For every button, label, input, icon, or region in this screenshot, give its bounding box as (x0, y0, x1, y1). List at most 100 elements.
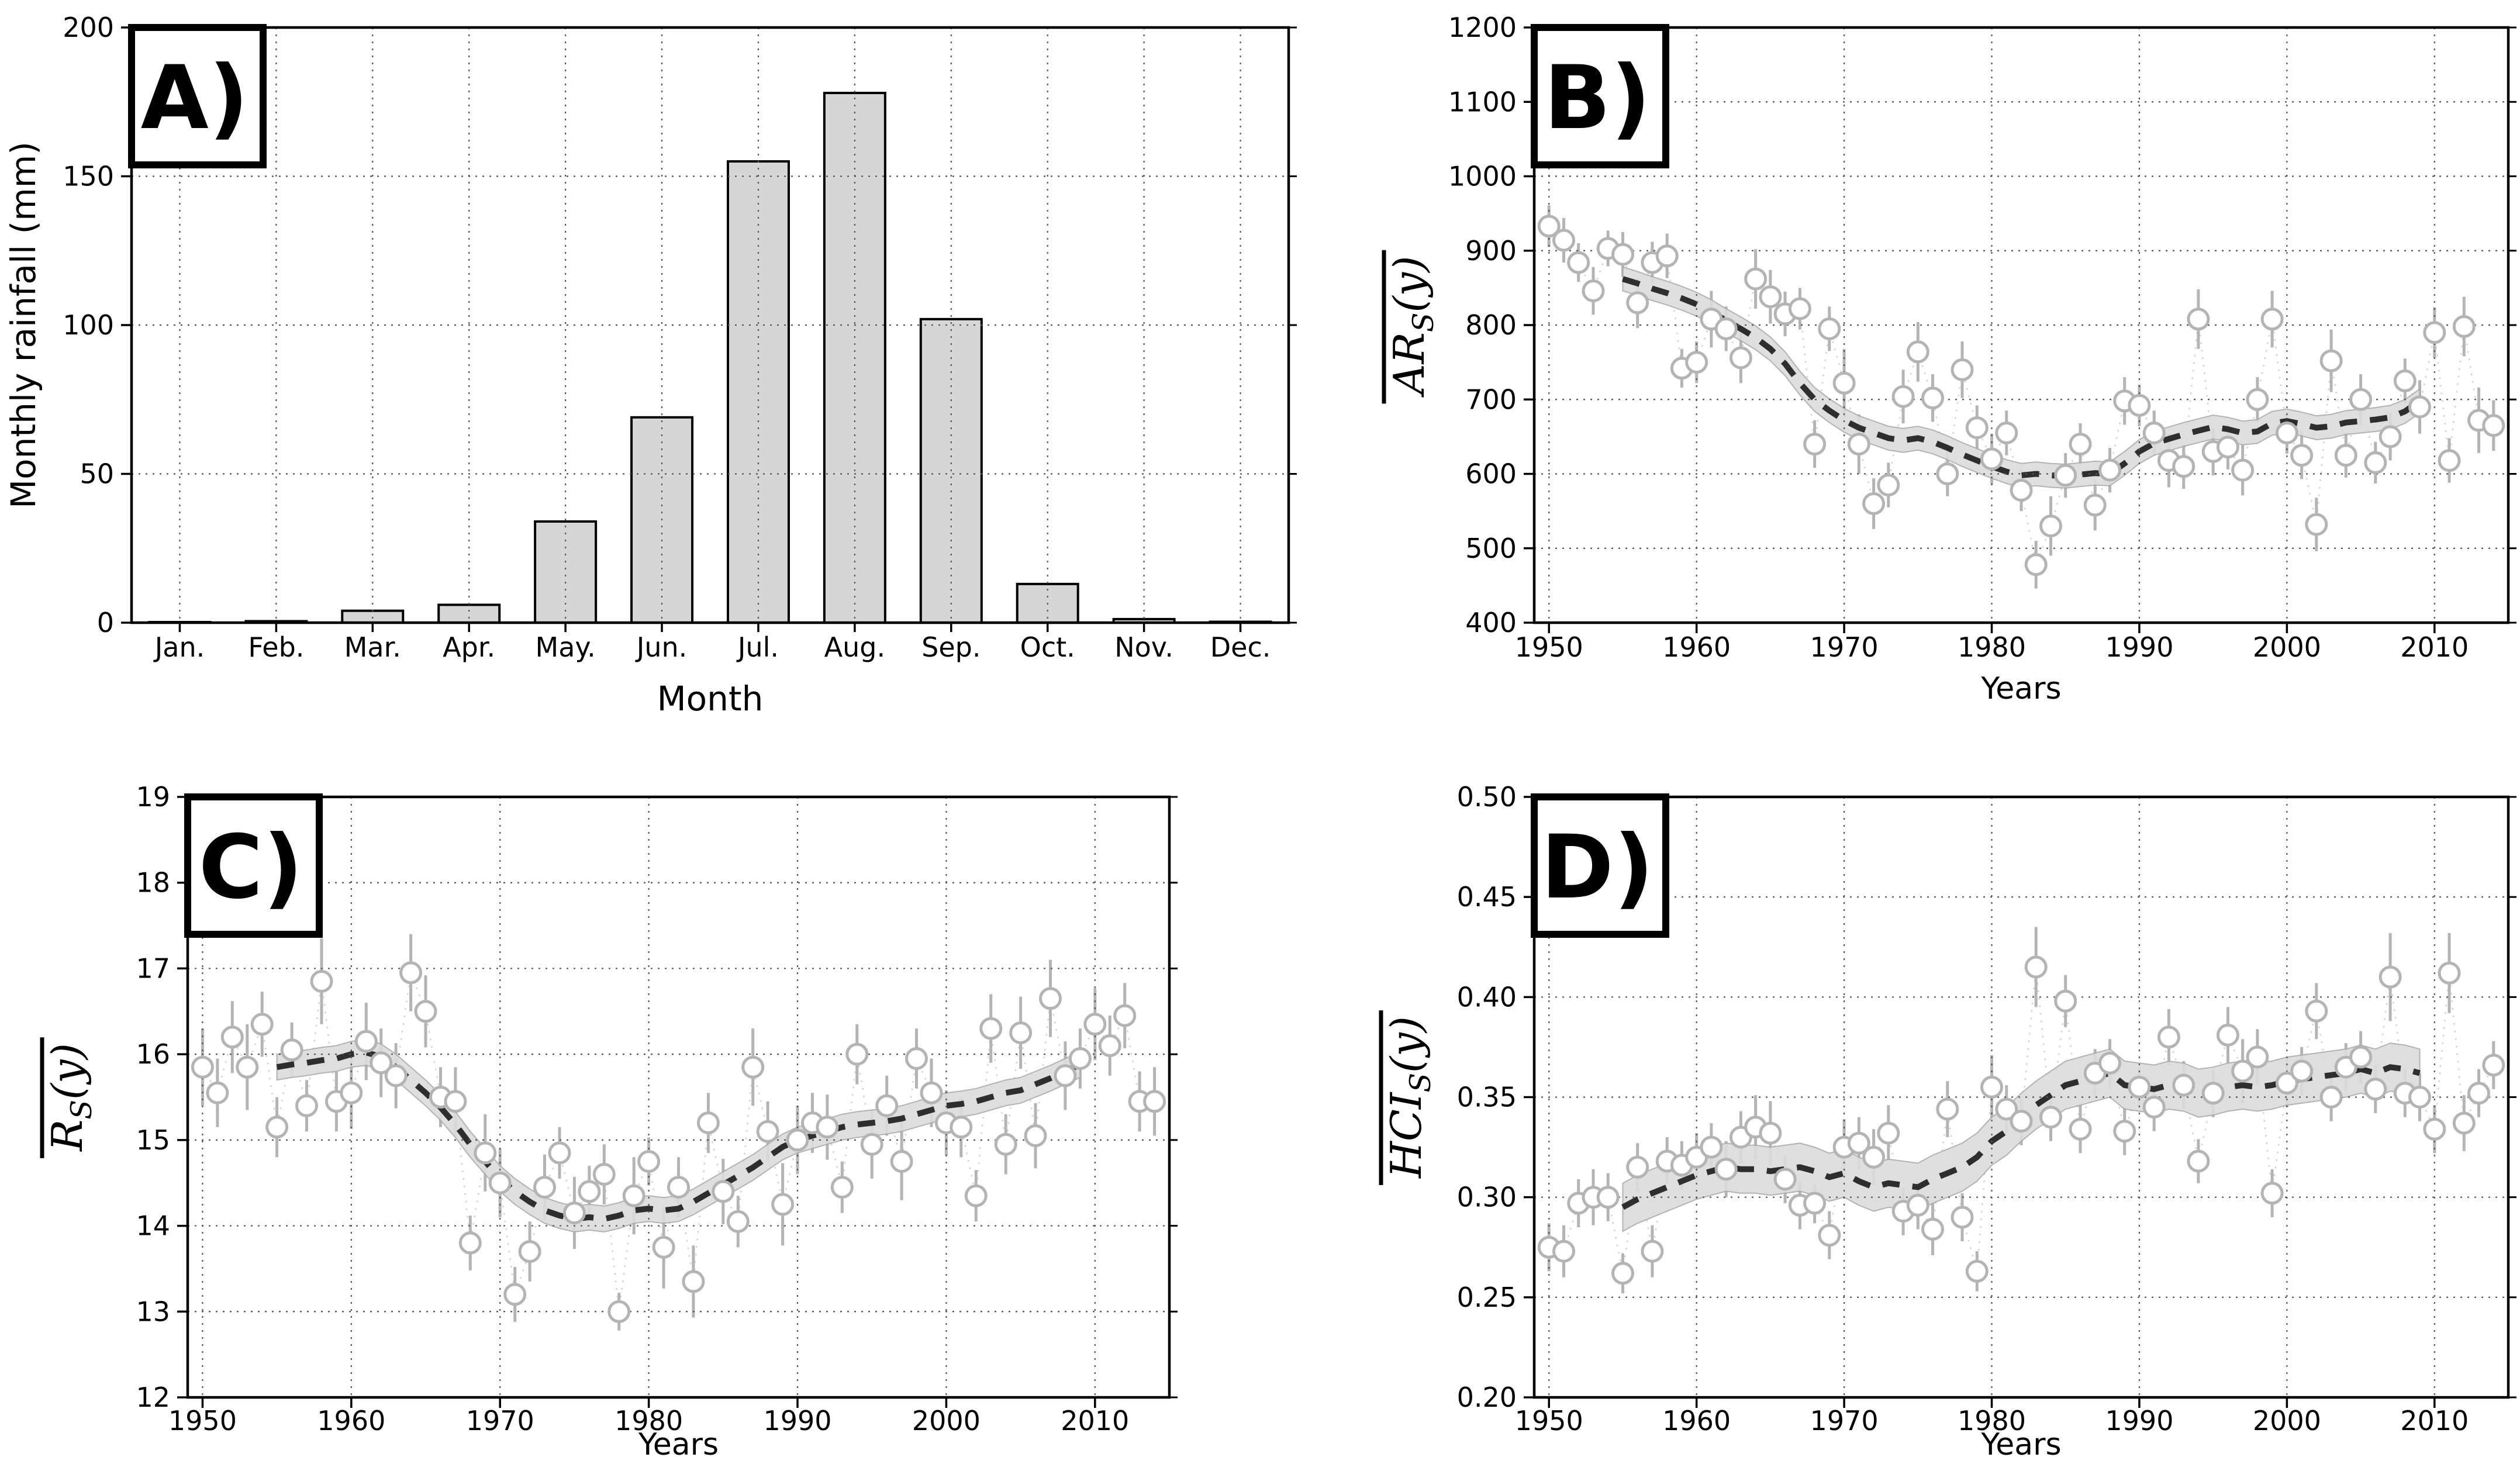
data-point (1552, 1240, 1575, 1263)
data-point (414, 1000, 437, 1023)
data-point (1877, 1121, 1900, 1145)
markers (191, 961, 1166, 1323)
data-point (2379, 965, 2402, 989)
data-point (920, 1081, 943, 1104)
data-point (2142, 1096, 2166, 1119)
x-tick-label: 1950 (168, 1405, 237, 1437)
data-point (340, 1081, 363, 1104)
data-point (1537, 215, 1561, 238)
data-point (220, 1026, 244, 1049)
data-point (2142, 422, 2166, 444)
data-point (2319, 349, 2343, 372)
data-point (1818, 317, 1841, 340)
data-point (875, 1094, 899, 1117)
data-point (295, 1094, 318, 1117)
y-tick-label: 50 (80, 458, 114, 490)
y-tick-label: 700 (1465, 384, 1517, 415)
data-point (1113, 1004, 1137, 1027)
month-tick-label: Nov. (1114, 631, 1173, 663)
data-point (2187, 1149, 2210, 1173)
data-point (1626, 1155, 1649, 1179)
data-point (860, 1133, 883, 1156)
data-point (1980, 447, 2003, 471)
data-point (2098, 1051, 2121, 1075)
month-tick-label: Feb. (248, 631, 304, 663)
bar-apr (437, 603, 501, 624)
x-tick-label: 1980 (615, 1405, 683, 1437)
y-tick-label: 0.50 (1457, 781, 1517, 813)
y-tick-label: 0 (97, 607, 114, 638)
data-point (830, 1176, 854, 1199)
data-point (771, 1193, 795, 1216)
data-point (1995, 422, 2018, 444)
connector-line (1548, 225, 2494, 568)
data-point (2379, 425, 2402, 448)
data-point (2010, 1110, 2033, 1133)
y-tick-label: 200 (63, 12, 114, 43)
y-tick-label: 17 (136, 952, 170, 984)
x-axis-label: Years (1980, 671, 2061, 706)
panel-letter-label: C) (199, 817, 303, 919)
data-point (1906, 1193, 1929, 1217)
data-point (1729, 346, 1752, 370)
data-point (816, 1116, 839, 1139)
month-tick-label: Jul. (736, 631, 779, 663)
data-point (1788, 297, 1811, 320)
x-tick-label: 2010 (2400, 1405, 2469, 1437)
data-point (2172, 1073, 2195, 1097)
panel-b-ars-timeseries-chart: 400 500 600 700 800 900 1000 1100 1200 1950 1960 19… (1382, 12, 2516, 706)
data-point (1567, 251, 1590, 274)
y-tick-label: 1100 (1448, 86, 1517, 118)
data-point (2216, 1023, 2239, 1047)
data-point (2482, 1054, 2505, 1077)
data-point (1611, 1262, 1634, 1285)
x-tick-label: 1990 (2105, 631, 2173, 663)
y-tick-label: 15 (136, 1124, 170, 1156)
x-tick-label: 2000 (2253, 631, 2321, 663)
x-tick-label: 2000 (912, 1405, 981, 1437)
y-tick-label: 19 (136, 781, 170, 813)
data-point (518, 1240, 541, 1263)
data-point (2069, 433, 2092, 456)
data-point (2438, 449, 2461, 472)
data-point (1054, 1064, 1077, 1087)
panel-letter-box (1531, 793, 1669, 938)
x-axis-label: Years (1980, 1427, 2061, 1457)
data-point (1655, 244, 1679, 268)
gridlines (1534, 26, 2508, 624)
data-point (1951, 358, 1974, 381)
data-point (2231, 458, 2255, 482)
data-point (2157, 1026, 2180, 1049)
data-point (533, 1176, 556, 1199)
data-point (1024, 1124, 1047, 1147)
x-tick-label: 2000 (2253, 1405, 2321, 1437)
data-point (2098, 458, 2121, 482)
data-point (979, 1017, 1003, 1040)
y-tick-label: 14 (136, 1210, 170, 1242)
data-point (280, 1038, 303, 1062)
y-tick-label: 0.25 (1457, 1282, 1517, 1313)
data-point (310, 969, 333, 993)
y-tick-label: 800 (1465, 309, 1517, 341)
data-point (1039, 987, 1062, 1010)
panel-d-hcis-timeseries-chart: 0.20 0.25 0.30 0.35 0.40 0.45 0.50 1950 1960 1970… (1379, 781, 2516, 1457)
data-point (2187, 308, 2210, 331)
data-point (1803, 1192, 1827, 1215)
data-point (250, 1013, 274, 1036)
data-point (1936, 1097, 1959, 1121)
y-tick-label: 100 (63, 309, 114, 341)
data-point (2246, 388, 2269, 411)
data-point (1626, 291, 1649, 315)
data-point (1759, 285, 1782, 309)
y-axis-label: ARS(y) (1385, 256, 1440, 398)
data-point (1921, 386, 1944, 410)
x-tick-label: 1970 (1810, 1405, 1879, 1437)
y-tick-label: 16 (136, 1038, 170, 1070)
y-tick-label: 12 (136, 1382, 170, 1413)
x-tick-label: 1970 (1810, 631, 1879, 663)
x-axis-label: Month (657, 679, 764, 719)
data-point (2364, 451, 2387, 474)
data-point (2054, 464, 2077, 487)
panel-c-rs-timeseries-chart: 12 13 14 15 16 17 18 19 1950 1960 1970 1980 1990 2000… (40, 781, 1178, 1457)
